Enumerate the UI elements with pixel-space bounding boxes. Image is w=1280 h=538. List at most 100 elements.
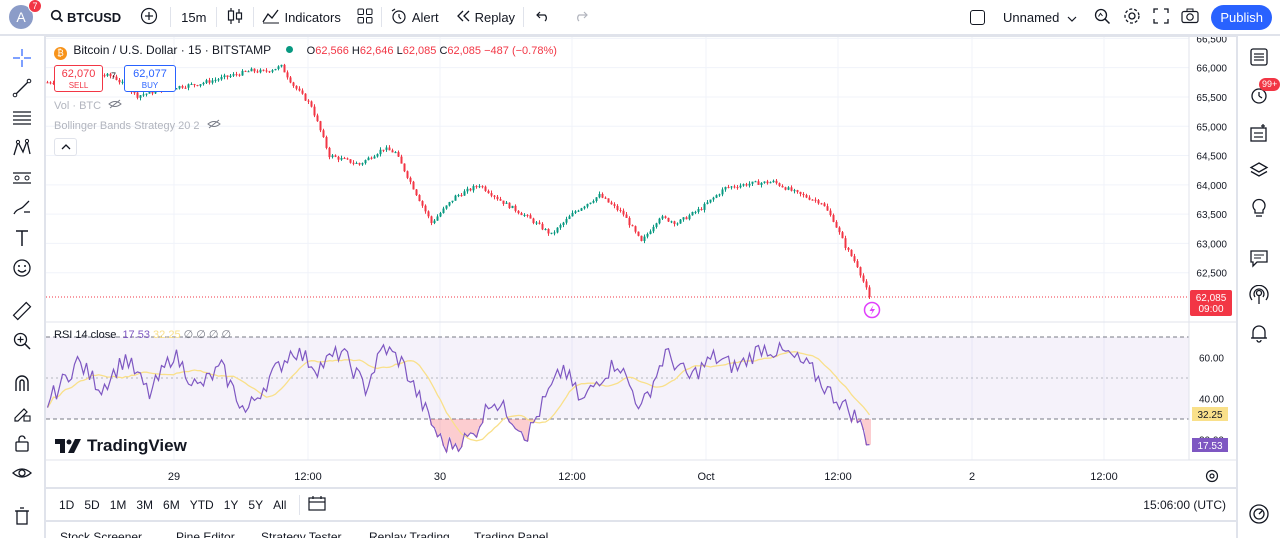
templates-button[interactable] — [349, 0, 381, 35]
candle-body — [841, 232, 844, 239]
candle-body — [415, 189, 418, 196]
candle-body — [373, 156, 376, 159]
tab-strategy-tester[interactable]: Strategy Tester — [261, 530, 342, 538]
candle-body — [835, 221, 838, 228]
tab-replay-trading[interactable]: Replay Trading — [369, 530, 450, 538]
candle-body — [865, 281, 868, 288]
publish-button[interactable]: Publish — [1211, 4, 1272, 30]
quick-search-button[interactable] — [1087, 0, 1117, 35]
toolbar-divider — [299, 494, 301, 515]
magnet-tool[interactable] — [9, 370, 35, 396]
patterns-tool[interactable] — [9, 135, 35, 161]
candle-body — [454, 195, 457, 201]
interval-button[interactable]: 15m — [181, 9, 207, 25]
candle-body — [637, 231, 640, 236]
indicators-button[interactable]: Indicators — [254, 0, 348, 35]
buy-button[interactable]: 62,077 BUY — [124, 65, 176, 92]
chats-button[interactable] — [1245, 244, 1273, 272]
chart-settings-icon[interactable] — [1205, 469, 1219, 483]
range-6m[interactable]: 6M — [163, 497, 180, 512]
redo-button[interactable] — [562, 0, 600, 35]
strategy-legend[interactable]: Bollinger Bands Strategy 20 2 — [54, 119, 221, 132]
chart-pane[interactable]: 66,500 66,000 65,500 65,000 64,500 64,000 63,5… — [46, 37, 1236, 487]
range-5d[interactable]: 5D — [84, 497, 100, 512]
candle-body — [142, 94, 145, 96]
candle-body — [772, 180, 775, 183]
candle-body — [196, 85, 199, 87]
icons-tool[interactable] — [9, 255, 35, 281]
collapse-legend-button[interactable] — [54, 138, 77, 156]
candle-body — [256, 71, 259, 73]
volume-legend[interactable]: Vol · BTC — [54, 99, 122, 112]
candle-body — [460, 195, 463, 197]
range-1d[interactable]: 1D — [59, 497, 75, 512]
stay-drawing-tool[interactable] — [9, 400, 35, 426]
watchlist-button[interactable] — [1245, 43, 1273, 71]
measure-tool[interactable] — [9, 298, 35, 324]
candle-body — [241, 70, 244, 76]
trend-line-tool[interactable] — [9, 75, 35, 101]
candle-body — [796, 190, 799, 192]
lock-drawings-tool[interactable] — [9, 430, 35, 456]
alert-button[interactable]: Alert — [382, 0, 447, 35]
replay-button[interactable]: Replay — [447, 0, 523, 35]
snapshot-button[interactable] — [1175, 0, 1205, 35]
chart-type-button[interactable] — [217, 0, 253, 35]
notifications-button[interactable] — [1245, 319, 1273, 347]
sell-button[interactable]: 62,070 SELL — [54, 65, 103, 92]
candle-body — [283, 64, 286, 73]
range-1y[interactable]: 1Y — [223, 497, 239, 512]
crosshair-tool[interactable] — [9, 45, 35, 71]
layout-select[interactable]: Unnamed — [960, 0, 1087, 35]
range-5y[interactable]: 5Y — [248, 497, 264, 512]
candle-body — [238, 74, 241, 76]
hide-drawings-tool[interactable] — [9, 460, 35, 486]
symbol-search-button[interactable]: BTCUSD — [43, 0, 128, 35]
chart-canvas[interactable]: 66,500 66,000 65,500 65,000 64,500 64,000 63,5… — [46, 37, 1236, 487]
rsi-legend[interactable]: RSI 14 close 17.53 32.25 ∅ ∅ ∅ ∅ — [54, 328, 231, 341]
zoom-tool[interactable] — [9, 328, 35, 354]
candle-body — [295, 85, 298, 89]
candle-body — [361, 163, 364, 165]
fib-tool[interactable] — [9, 105, 35, 131]
range-3m[interactable]: 3M — [136, 497, 154, 512]
candle-body — [478, 186, 481, 188]
tab-trading-panel[interactable]: Trading Panel — [474, 530, 549, 538]
brush-tool[interactable] — [9, 195, 35, 221]
goto-date-button[interactable] — [308, 495, 327, 514]
price-axis[interactable]: 66,500 66,000 65,500 65,000 64,500 64,000 63,5… — [1196, 37, 1227, 280]
clock-timezone[interactable]: 15:06:00 (UTC) — [1143, 497, 1226, 512]
range-ytd[interactable]: YTD — [189, 497, 214, 512]
streams-button[interactable] — [1245, 281, 1273, 309]
tab-pine-editor[interactable]: Pine Editor — [176, 530, 235, 538]
tab-stock-screener[interactable]: Stock Screener — [60, 530, 143, 538]
candle-body — [205, 80, 208, 83]
ideas-button[interactable] — [1245, 194, 1273, 222]
symbol-legend[interactable]: ₿ Bitcoin / U.S. Dollar · 15 · BITSTAMP … — [54, 43, 557, 60]
layers-button[interactable] — [1245, 156, 1273, 184]
broadcast-icon — [1249, 285, 1269, 304]
user-avatar[interactable]: A 7 — [9, 0, 42, 29]
settings-button[interactable] — [1117, 0, 1147, 35]
candle-body — [118, 79, 121, 83]
range-all[interactable]: All — [273, 497, 287, 512]
help-button[interactable] — [1245, 500, 1273, 528]
data-window-button[interactable] — [1245, 119, 1273, 147]
candle-body — [379, 149, 382, 155]
range-1m[interactable]: 1M — [109, 497, 127, 512]
candle-body — [178, 86, 181, 89]
undo-button[interactable] — [524, 0, 562, 35]
candle-body — [508, 202, 511, 209]
alerts-panel-button[interactable]: 99+ — [1245, 78, 1280, 109]
time-axis[interactable]: 29 12:00 30 12:00 Oct 12:00 2 12:00 — [168, 471, 1118, 483]
compare-button[interactable] — [128, 0, 170, 35]
trend-line-icon — [12, 78, 32, 98]
forecasting-tool[interactable] — [9, 165, 35, 191]
candle-body — [601, 193, 604, 198]
remove-drawings-tool[interactable] — [9, 503, 35, 529]
candle-body — [346, 158, 349, 160]
text-tool[interactable] — [9, 225, 35, 251]
fullscreen-button[interactable] — [1147, 0, 1175, 35]
lightning-event-icon[interactable] — [863, 301, 881, 319]
